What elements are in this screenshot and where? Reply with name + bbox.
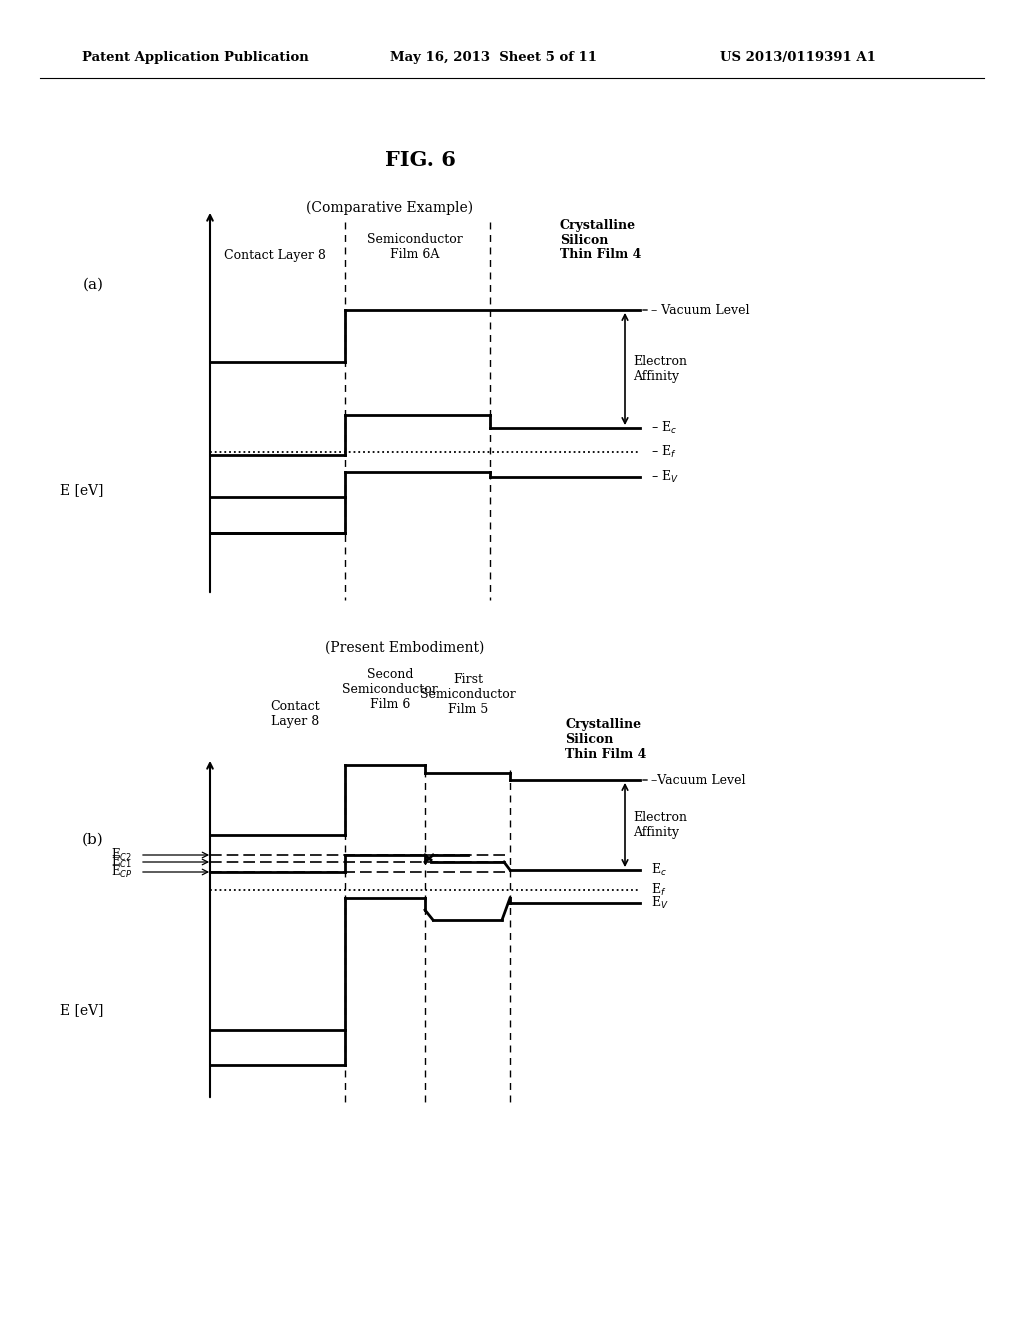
Text: E$_c$: E$_c$ <box>651 862 667 878</box>
Text: (Comparative Example): (Comparative Example) <box>306 201 473 215</box>
Text: FIG. 6: FIG. 6 <box>385 150 456 170</box>
Text: E [eV]: E [eV] <box>60 1003 103 1016</box>
Text: E$_{C2}$: E$_{C2}$ <box>112 847 132 863</box>
Text: US 2013/0119391 A1: US 2013/0119391 A1 <box>720 51 876 65</box>
Text: – E$_f$: – E$_f$ <box>651 444 677 461</box>
Text: Patent Application Publication: Patent Application Publication <box>82 51 309 65</box>
Text: (b): (b) <box>82 833 103 847</box>
Text: Crystalline
Silicon
Thin Film 4: Crystalline Silicon Thin Film 4 <box>565 718 646 762</box>
Text: Crystalline
Silicon
Thin Film 4: Crystalline Silicon Thin Film 4 <box>560 219 641 261</box>
Text: May 16, 2013  Sheet 5 of 11: May 16, 2013 Sheet 5 of 11 <box>390 51 597 65</box>
Text: Contact
Layer 8: Contact Layer 8 <box>270 700 319 729</box>
Text: E$_V$: E$_V$ <box>651 895 669 911</box>
Text: Contact Layer 8: Contact Layer 8 <box>224 248 326 261</box>
Text: – E$_c$: – E$_c$ <box>651 420 677 436</box>
Text: E [eV]: E [eV] <box>60 483 103 498</box>
Text: Second
Semiconductor
Film 6: Second Semiconductor Film 6 <box>342 668 438 711</box>
Text: (a): (a) <box>83 279 103 292</box>
Text: – Vacuum Level: – Vacuum Level <box>651 304 750 317</box>
Text: First
Semiconductor
Film 5: First Semiconductor Film 5 <box>420 673 516 715</box>
Text: E$_f$: E$_f$ <box>651 882 667 898</box>
Text: E$_{CP}$: E$_{CP}$ <box>111 865 132 880</box>
Text: –Vacuum Level: –Vacuum Level <box>651 774 745 787</box>
Text: Semiconductor
Film 6A: Semiconductor Film 6A <box>368 234 463 261</box>
Text: Electron
Affinity: Electron Affinity <box>633 355 687 383</box>
Text: E$_{C1}$: E$_{C1}$ <box>111 854 132 870</box>
Text: (Present Embodiment): (Present Embodiment) <box>326 642 484 655</box>
Text: – E$_V$: – E$_V$ <box>651 469 679 484</box>
Text: Electron
Affinity: Electron Affinity <box>633 810 687 840</box>
